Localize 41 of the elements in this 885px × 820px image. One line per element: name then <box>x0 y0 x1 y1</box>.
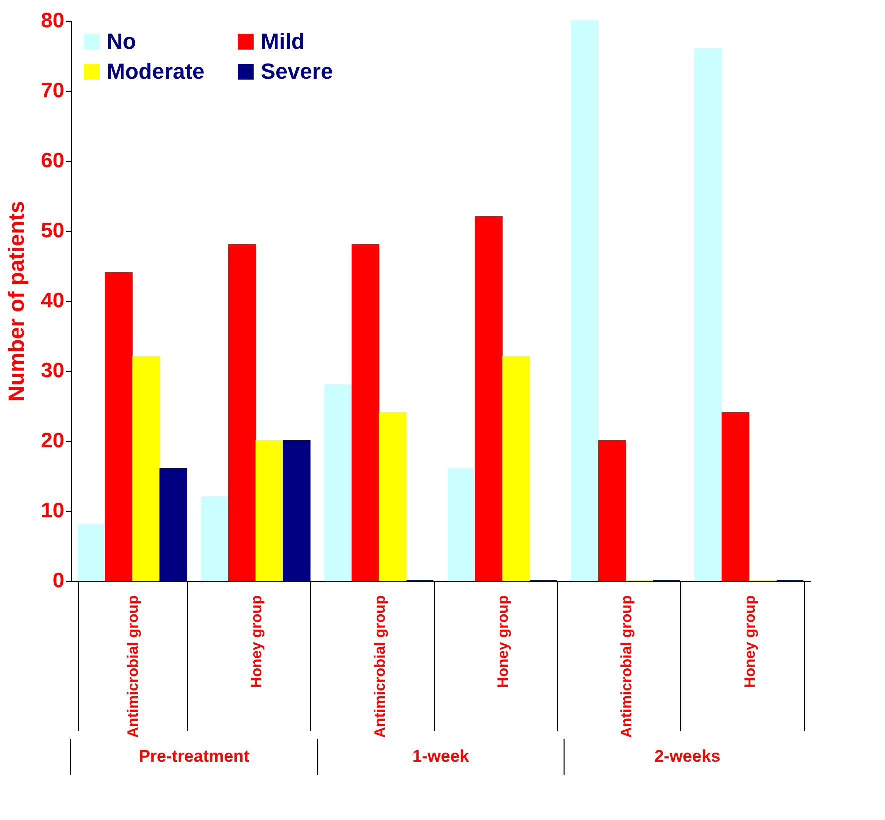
y-tick-label: 30 <box>41 360 64 382</box>
y-tick-label: 50 <box>41 220 64 242</box>
bar <box>352 244 380 582</box>
text: Pre-treatment <box>139 747 250 766</box>
text: 2-weeks <box>654 747 721 766</box>
bar <box>324 384 352 582</box>
y-tick-label: 20 <box>41 430 64 452</box>
x-tick-label: Honey group <box>248 596 266 688</box>
legend-label: Severe <box>261 59 334 84</box>
bar <box>132 356 160 582</box>
x-tick-label: Antimicrobial group <box>372 596 389 738</box>
legend-label: Mild <box>261 29 305 54</box>
bar <box>448 468 476 582</box>
bar <box>283 440 311 582</box>
x-tick-label: Antimicrobial group <box>125 596 142 738</box>
bar <box>379 412 407 582</box>
y-tick-label: 80 <box>41 10 64 32</box>
text: 1-week <box>412 747 470 766</box>
y-tick-label: 60 <box>41 150 64 172</box>
bar <box>722 412 750 582</box>
x-tick-label: Honey group <box>495 596 512 688</box>
bar <box>78 524 106 582</box>
bar <box>160 468 188 582</box>
x-tick-label: Honey group <box>742 596 759 688</box>
x-tick-label: Antimicrobial group <box>618 596 636 738</box>
legend-label: No <box>107 29 136 54</box>
y-axis-title: Number of patients <box>4 201 30 402</box>
y-tick-label: 10 <box>41 500 64 522</box>
legend-label: Moderate <box>107 59 205 84</box>
bar <box>571 20 599 582</box>
bar <box>475 216 503 582</box>
y-tick-label: 40 <box>41 290 64 312</box>
bar <box>694 48 722 582</box>
bar <box>105 272 133 582</box>
y-tick-label: 0 <box>52 570 64 592</box>
bar <box>256 440 284 582</box>
y-tick-label: 70 <box>41 80 64 102</box>
bar <box>598 440 626 582</box>
bar <box>228 244 256 582</box>
bar <box>201 496 229 582</box>
bar <box>502 356 530 582</box>
